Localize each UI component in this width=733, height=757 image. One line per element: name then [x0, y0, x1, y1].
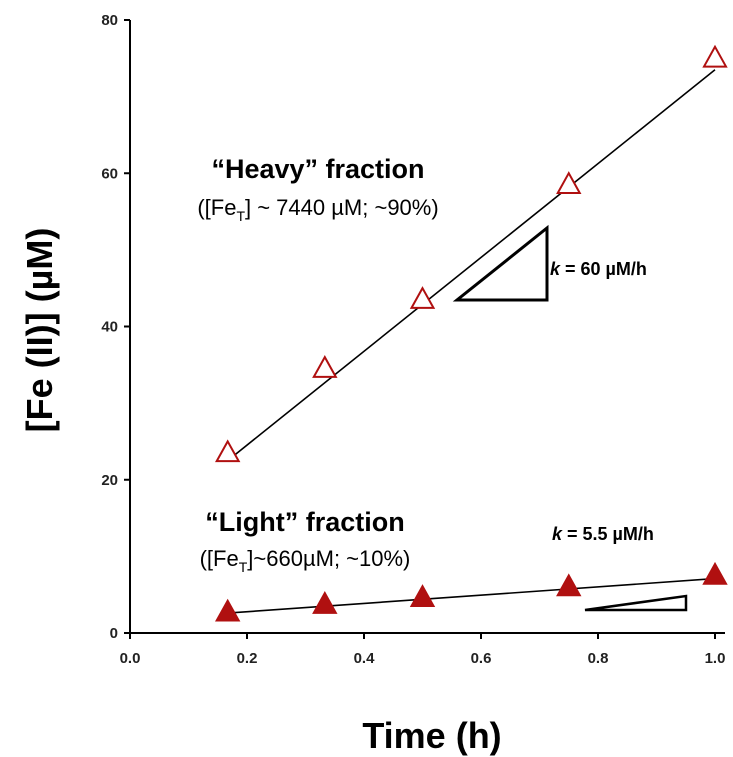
fit-lines	[227, 69, 716, 614]
y-tick-label: 0	[110, 625, 118, 642]
heavy-fraction-subtitle: ([FeT] ~ 7440 µM; ~90%)	[197, 195, 438, 224]
heavy-sub-pre: ([Fe	[197, 195, 236, 220]
light-data-point	[702, 561, 728, 585]
y-tick-label: 60	[101, 165, 118, 182]
light-data-point	[214, 598, 241, 622]
light-sub-subscript: T	[239, 559, 248, 575]
x-tick-label: 0.0	[120, 650, 141, 667]
x-tick-label: 0.2	[237, 650, 258, 667]
heavy-fit-line	[227, 69, 716, 462]
heavy-data-point	[312, 355, 338, 378]
light-fraction-subtitle: ([FeT]~660µM; ~10%)	[200, 546, 411, 575]
light-fit-line	[227, 577, 716, 614]
heavy-sub-post: ] ~ 7440 µM; ~90%)	[245, 195, 439, 220]
y-axis-label: [Fe (II)] (µM)	[19, 228, 60, 433]
light-fraction-title: “Light” fraction	[205, 507, 404, 537]
y-tick-label: 20	[101, 472, 118, 489]
x-tick-label: 1.0	[705, 650, 726, 667]
heavy-data-point	[556, 171, 582, 194]
light-rate-value: = 5.5 µM/h	[562, 524, 654, 544]
light-rate-label: k = 5.5 µM/h	[552, 524, 654, 544]
light-slope-triangle	[584, 594, 688, 612]
light-data-point	[556, 573, 582, 597]
heavy-fraction-title: “Heavy” fraction	[211, 154, 424, 184]
x-tick-label: 0.4	[354, 650, 376, 667]
light-rate-k: k	[552, 524, 563, 544]
heavy-data-point	[214, 439, 241, 463]
heavy-sub-subscript: T	[236, 208, 245, 224]
data-points	[214, 44, 728, 622]
light-sub-post: ]~660µM; ~10%)	[247, 546, 410, 571]
y-tick-label: 40	[101, 319, 118, 336]
heavy-rate-k: k	[550, 259, 561, 279]
heavy-rate-label: k = 60 µM/h	[550, 259, 647, 279]
x-tick-label: 0.6	[471, 650, 492, 667]
x-ticks: 0.0 0.2 0.4 0.6 0.8 1.0	[120, 633, 726, 667]
heavy-slope-triangle	[452, 224, 549, 302]
light-data-point	[409, 584, 436, 608]
light-sub-pre: ([Fe	[200, 546, 239, 571]
heavy-rate-value: = 60 µM/h	[560, 259, 647, 279]
y-ticks: 0 20 40 60 80	[101, 12, 130, 642]
x-tick-label: 0.8	[588, 650, 609, 667]
x-axis-label: Time (h)	[362, 715, 501, 756]
light-data-point	[312, 591, 338, 614]
heavy-data-point	[409, 286, 436, 309]
heavy-data-point	[702, 44, 728, 68]
y-tick-label: 80	[101, 12, 118, 29]
